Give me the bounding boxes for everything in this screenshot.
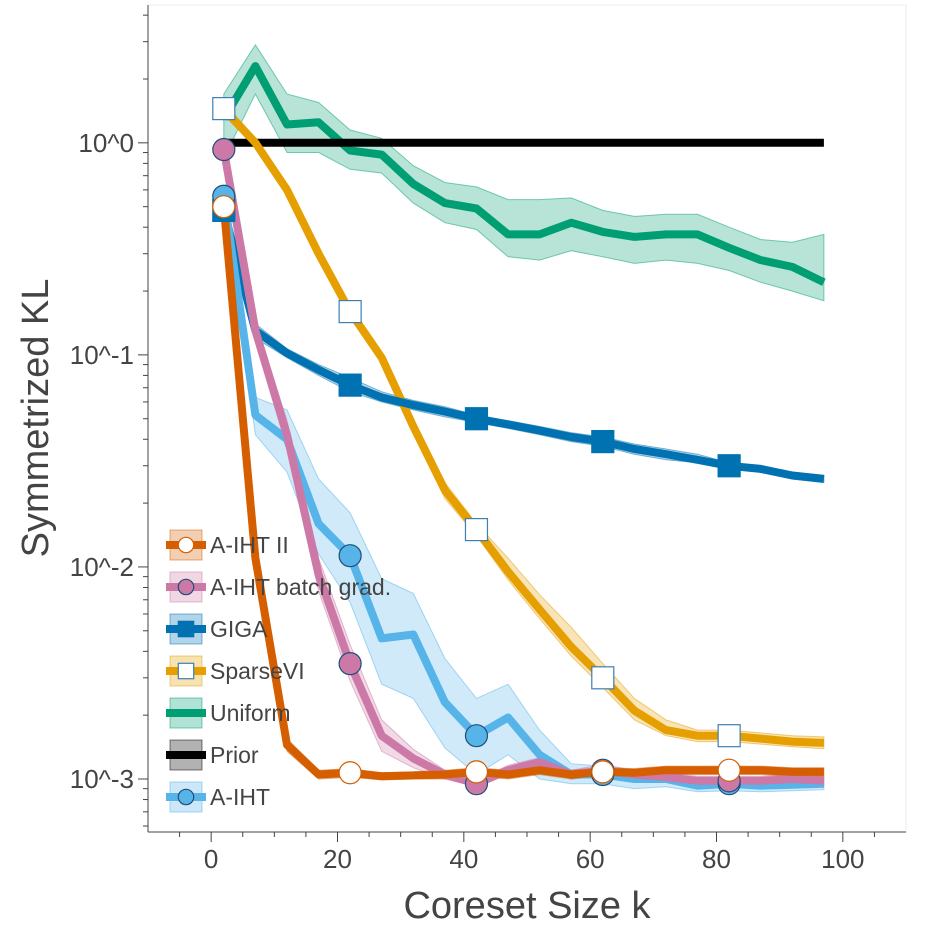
uniform-line — [220, 62, 826, 286]
a-iht-batch-grad-marker — [212, 137, 236, 162]
a-iht-marker — [338, 544, 362, 568]
a-iht-ii-marker — [338, 761, 362, 785]
a-iht-legend-label: A-IHT — [210, 784, 270, 810]
legend: A-IHT II A-IHT batch grad. GIGA SparseVI Uni… — [166, 529, 391, 813]
uniform-legend-label: Uniform — [210, 700, 291, 726]
x-tick-label: 60 — [576, 844, 605, 874]
giga-marker — [464, 407, 489, 431]
a-iht-legend-marker — [177, 788, 195, 806]
axes: 0 20 40 60 80 100 10^0 10^-1 10^-2 10^-3 — [70, 5, 906, 874]
y-tick-label: 10^-2 — [70, 552, 134, 582]
sparsevi-legend-marker — [177, 662, 195, 680]
x-tick-label: 40 — [449, 844, 478, 874]
giga-legend-marker — [177, 620, 195, 638]
y-axis-title: Symmetrized KL — [15, 279, 57, 558]
a-iht-band — [223, 186, 825, 793]
a-iht-batch-grad-legend-marker — [177, 578, 195, 596]
giga-marker — [717, 454, 741, 478]
x-tick-label: 100 — [821, 844, 864, 874]
x-tick-label: 0 — [204, 844, 218, 874]
a-iht-ii-marker — [717, 758, 741, 782]
x-tick-label: 20 — [323, 844, 352, 874]
a-iht-ii-legend-label: A-IHT II — [210, 532, 289, 558]
giga-legend-label: GIGA — [210, 616, 268, 642]
sparsevi-legend-label: SparseVI — [210, 658, 305, 684]
sparsevi-marker — [212, 97, 236, 121]
sparsevi-marker — [591, 666, 615, 690]
a-iht-ii-marker — [464, 760, 489, 784]
a-iht-marker — [464, 724, 489, 748]
y-tick-label: 10^-1 — [70, 340, 134, 370]
a-iht-ii-marker — [212, 195, 236, 219]
x-tick-label: 80 — [702, 844, 731, 874]
x-axis-title: Coreset Size k — [403, 885, 651, 927]
prior-legend-label: Prior — [210, 742, 259, 768]
a-iht-batch-grad-marker — [338, 652, 362, 676]
giga-marker — [591, 429, 615, 454]
series-markers — [212, 97, 741, 796]
a-iht-ii-marker — [591, 760, 615, 784]
y-tick-label: 10^-3 — [70, 764, 134, 794]
a-iht-batch-grad-legend-label: A-IHT batch grad. — [210, 574, 391, 600]
a-iht-ii-legend-marker — [177, 536, 195, 554]
y-tick-label: 10^0 — [78, 128, 134, 158]
sparsevi-marker — [338, 300, 362, 324]
sparsevi-marker — [717, 724, 741, 748]
sparsevi-marker — [464, 517, 489, 542]
giga-marker — [338, 373, 362, 397]
